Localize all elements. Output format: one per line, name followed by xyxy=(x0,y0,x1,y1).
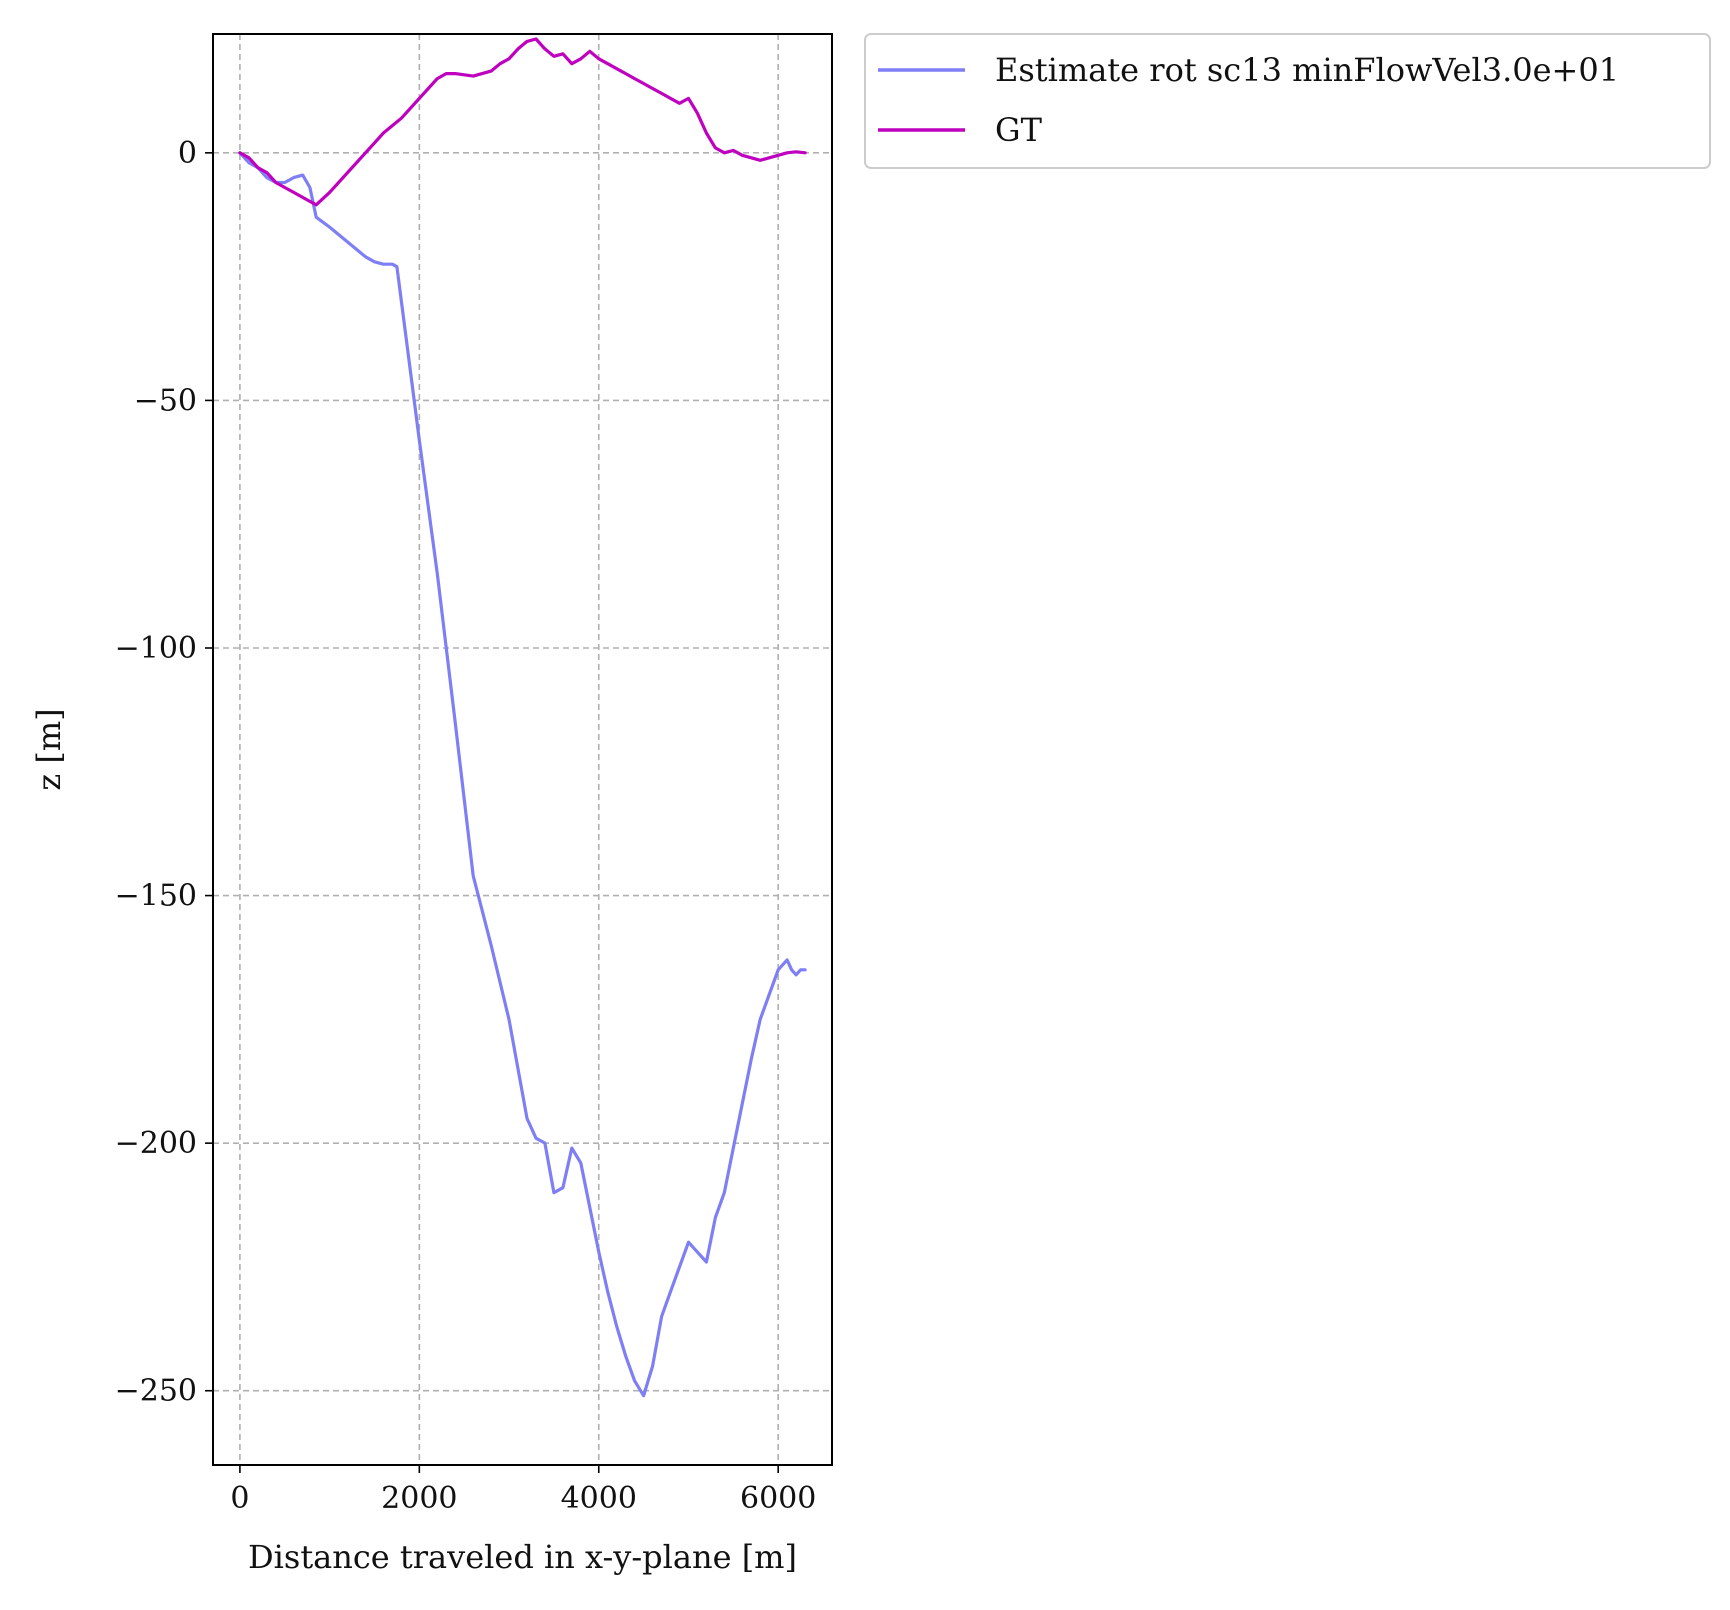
legend: Estimate rot sc13 minFlowVel3.0e+01 GT xyxy=(864,33,1711,169)
series-line-gt xyxy=(238,37,807,207)
legend-label-estimate: Estimate rot sc13 minFlowVel3.0e+01 xyxy=(995,51,1619,89)
y-tick-label: −250 xyxy=(115,1374,197,1409)
x-tick-label: 4000 xyxy=(561,1481,637,1516)
plot-frame xyxy=(212,33,833,1466)
legend-label-gt: GT xyxy=(995,111,1043,149)
x-axis-label: Distance traveled in x-y-plane [m] xyxy=(248,1538,797,1576)
y-tick-label: −150 xyxy=(115,879,197,914)
y-tick-label: −100 xyxy=(115,631,197,666)
series-line-estimate xyxy=(238,151,807,1398)
y-tick-label: 0 xyxy=(178,136,197,171)
y-tick-label: −200 xyxy=(115,1126,197,1161)
plot-lines xyxy=(238,37,807,1398)
grid-lines xyxy=(213,34,832,1465)
x-tick-label: 0 xyxy=(230,1481,249,1516)
x-tick-label: 6000 xyxy=(740,1481,816,1516)
y-axis-label: z [m] xyxy=(30,708,68,790)
x-tick-label: 2000 xyxy=(381,1481,457,1516)
y-tick-label: −50 xyxy=(134,383,197,418)
axis-ticks: 0 2000 4000 6000 0 −50 −100 −150 −200 −250 xyxy=(115,136,817,1516)
legend-box xyxy=(864,33,1711,169)
